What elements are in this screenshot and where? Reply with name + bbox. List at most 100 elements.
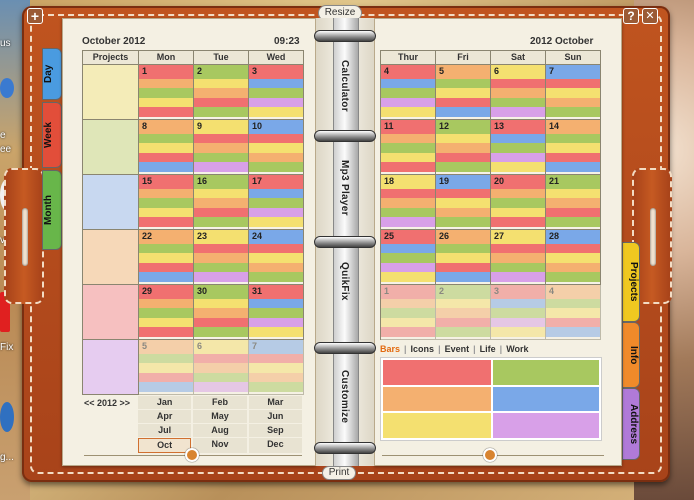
calendar-day-cell[interactable]: 16 — [194, 175, 249, 230]
project-cell[interactable] — [83, 285, 139, 340]
project-cell[interactable] — [83, 230, 139, 285]
calendar-day-cell[interactable]: 29 — [139, 285, 194, 340]
desktop-icon[interactable] — [0, 402, 14, 432]
close-button[interactable]: ✕ — [642, 8, 658, 24]
tab-address[interactable]: Address — [622, 388, 640, 460]
calendar-day-cell[interactable]: 4 — [546, 285, 601, 340]
calendar-day-cell[interactable]: 3 — [491, 285, 546, 340]
calendar-day-cell[interactable]: 8 — [139, 120, 194, 175]
tab-day[interactable]: Day — [42, 48, 62, 100]
desktop-icon[interactable] — [0, 292, 10, 332]
event-bar — [194, 107, 248, 117]
desktop-icon[interactable] — [0, 78, 14, 98]
color-swatch[interactable] — [383, 360, 491, 385]
month-option[interactable]: Feb — [193, 396, 247, 409]
month-option[interactable]: May — [193, 410, 247, 423]
event-bar — [139, 285, 193, 299]
calendar-day-cell[interactable]: 17 — [249, 175, 304, 230]
tab-month[interactable]: Month — [42, 170, 62, 250]
month-option[interactable]: Dec — [248, 438, 302, 453]
calendar-day-cell[interactable]: 28 — [546, 230, 601, 285]
calendar-day-cell[interactable]: 1 — [381, 285, 436, 340]
month-option[interactable]: Nov — [193, 438, 247, 453]
month-option[interactable]: Jul — [138, 424, 192, 437]
feature-tab[interactable]: Bars — [380, 344, 401, 354]
calendar-day-cell[interactable]: 20 — [491, 175, 546, 230]
calendar-day-cell[interactable]: 2 — [436, 285, 491, 340]
calendar-day-cell[interactable]: 13 — [491, 120, 546, 175]
project-cell[interactable] — [83, 340, 139, 395]
calendar-day-cell[interactable]: 11 — [381, 120, 436, 175]
add-icon[interactable]: + — [27, 8, 43, 24]
month-option[interactable]: Apr — [138, 410, 192, 423]
calendar-day-cell[interactable]: 18 — [381, 175, 436, 230]
day-number: 25 — [384, 231, 395, 241]
month-option[interactable]: Jan — [138, 396, 192, 409]
tab-separator: | — [404, 344, 407, 354]
event-bar — [436, 285, 490, 299]
mp3-player-link[interactable]: Mp3 Player — [339, 160, 350, 216]
calendar-day-cell[interactable]: 6 — [491, 65, 546, 120]
calendar-day-cell[interactable]: 7 — [546, 65, 601, 120]
event-bar — [249, 143, 303, 153]
tab-info[interactable]: Info — [622, 322, 640, 388]
month-option[interactable]: Oct — [138, 438, 192, 453]
calendar-day-cell[interactable]: 22 — [139, 230, 194, 285]
feature-tab[interactable]: Event — [444, 344, 470, 354]
calendar-day-cell[interactable]: 31 — [249, 285, 304, 340]
customize-link[interactable]: Customize — [339, 370, 350, 424]
month-option[interactable]: Mar — [248, 396, 302, 409]
project-cell[interactable] — [83, 120, 139, 175]
calendar-day-cell[interactable]: 9 — [194, 120, 249, 175]
calendar-day-cell[interactable]: 19 — [436, 175, 491, 230]
calendar-day-cell[interactable]: 25 — [381, 230, 436, 285]
color-swatch[interactable] — [493, 360, 599, 385]
month-option[interactable]: Aug — [193, 424, 247, 437]
color-swatch[interactable] — [493, 386, 599, 412]
event-bar — [249, 98, 303, 107]
calendar-day-cell[interactable]: 4 — [381, 65, 436, 120]
event-bar — [436, 244, 490, 253]
quikfix-link[interactable]: QuikFix — [339, 262, 350, 301]
event-bar — [546, 308, 600, 318]
calendar-day-cell[interactable]: 12 — [436, 120, 491, 175]
month-option[interactable]: Sep — [248, 424, 302, 437]
feature-tab[interactable]: Icons — [410, 344, 435, 354]
feature-tab[interactable]: Life — [479, 344, 496, 354]
calculator-link[interactable]: Calculator — [339, 60, 350, 112]
year-navigator[interactable]: << 2012 >> — [84, 398, 131, 408]
event-bar — [491, 318, 545, 327]
calendar-day-cell[interactable]: 15 — [139, 175, 194, 230]
calendar-day-cell[interactable]: 23 — [194, 230, 249, 285]
event-bar — [381, 285, 435, 299]
calendar-day-cell[interactable]: 7 — [249, 340, 304, 395]
calendar-day-cell[interactable]: 5 — [436, 65, 491, 120]
calendar-day-cell[interactable]: 26 — [436, 230, 491, 285]
help-button[interactable]: ? — [623, 8, 639, 24]
calendar-day-cell[interactable]: 10 — [249, 120, 304, 175]
calendar-day-cell[interactable]: 3 — [249, 65, 304, 120]
calendar-day-cell[interactable]: 6 — [194, 340, 249, 395]
tab-week[interactable]: Week — [42, 102, 62, 168]
color-swatch[interactable] — [383, 386, 491, 412]
tab-projects[interactable]: Projects — [622, 242, 640, 322]
page-clip-button[interactable] — [185, 448, 199, 462]
feature-tab[interactable]: Work — [506, 344, 529, 354]
color-swatch[interactable] — [383, 413, 491, 438]
print-button[interactable]: Print — [322, 466, 356, 480]
calendar-day-cell[interactable]: 14 — [546, 120, 601, 175]
project-cell[interactable] — [83, 65, 139, 120]
event-bar — [249, 134, 303, 143]
calendar-day-cell[interactable]: 27 — [491, 230, 546, 285]
project-cell[interactable] — [83, 175, 139, 230]
page-clip-button[interactable] — [483, 448, 497, 462]
calendar-day-cell[interactable]: 2 — [194, 65, 249, 120]
color-swatch[interactable] — [493, 413, 599, 438]
calendar-day-cell[interactable]: 5 — [139, 340, 194, 395]
calendar-day-cell[interactable]: 1 — [139, 65, 194, 120]
calendar-day-cell[interactable]: 24 — [249, 230, 304, 285]
month-option[interactable]: Jun — [248, 410, 302, 423]
day-number: 15 — [142, 176, 153, 186]
calendar-day-cell[interactable]: 30 — [194, 285, 249, 340]
calendar-day-cell[interactable]: 21 — [546, 175, 601, 230]
